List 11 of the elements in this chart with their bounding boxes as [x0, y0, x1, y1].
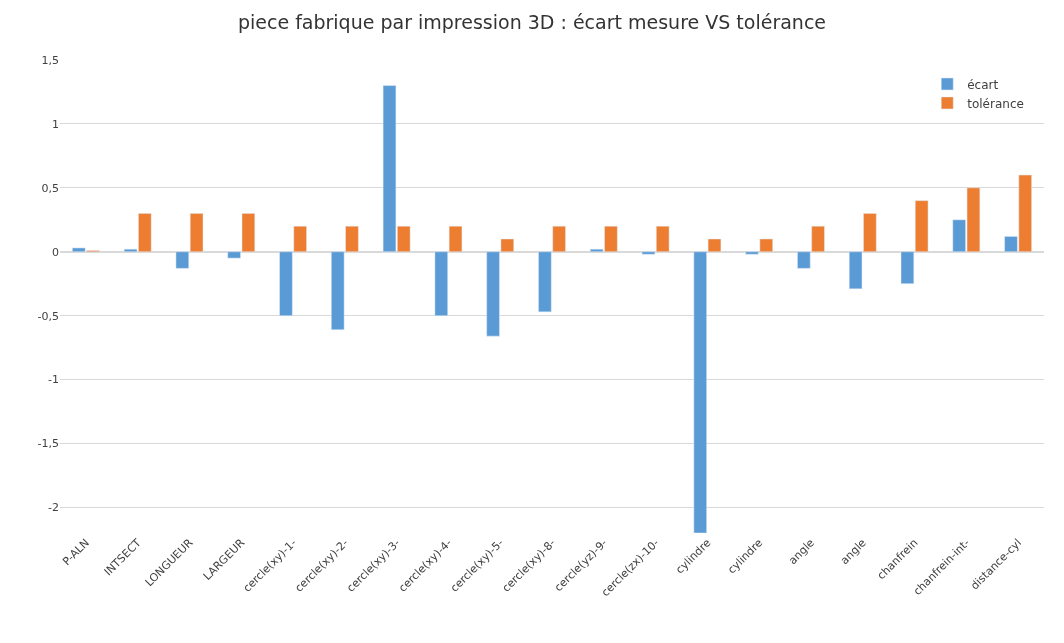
- y-tick-label: 1: [52, 117, 59, 131]
- y-tick-label: -1,5: [37, 437, 59, 451]
- y-tick-label: 1,5: [41, 53, 59, 67]
- y-tick-label: -2: [48, 501, 59, 515]
- y-tick-label: 0: [52, 245, 59, 259]
- legend-label: tolérance: [967, 96, 1024, 111]
- legend-label: écart: [967, 77, 999, 92]
- y-tick-label: -0,5: [37, 309, 59, 323]
- chart-title: piece fabrique par impression 3D : écart mesure VS tolérance: [237, 11, 827, 34]
- y-tick-label: -1: [48, 373, 59, 387]
- y-tick-label: 0,5: [41, 181, 59, 195]
